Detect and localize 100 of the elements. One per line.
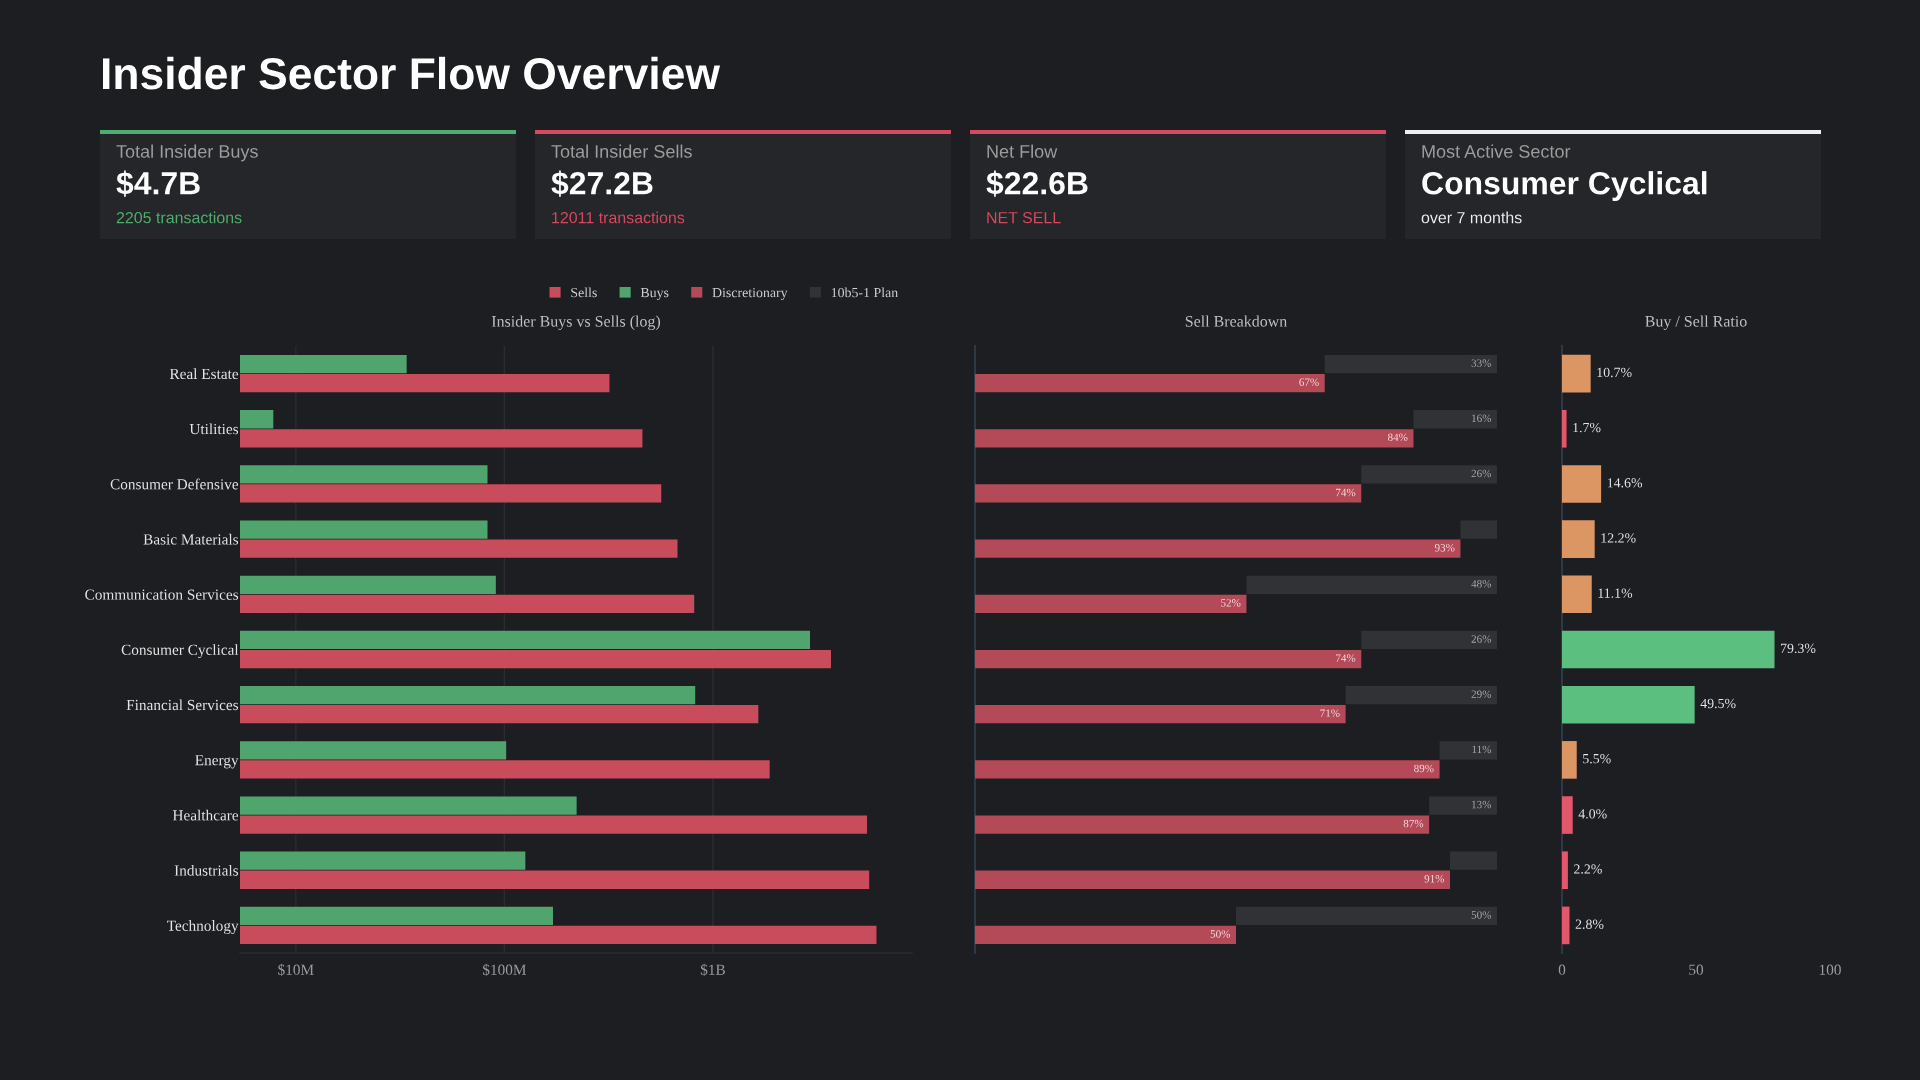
legend-label: Discretionary xyxy=(712,287,788,301)
x-tick-label: $1B xyxy=(700,963,725,976)
bar xyxy=(1562,520,1595,558)
y-tick-label: Technology xyxy=(166,920,239,935)
chart-title: Buy / Sell Ratio xyxy=(1645,315,1747,330)
x-tick-label: 0 xyxy=(1558,964,1566,975)
y-tick-label: Energy xyxy=(195,755,239,769)
chart-title: Insider Buys vs Sells (log) xyxy=(491,315,661,330)
bar xyxy=(1562,409,1567,448)
data-label: 91% xyxy=(1424,875,1445,883)
bar xyxy=(975,649,1362,669)
data-label: 84% xyxy=(1387,433,1408,442)
bar xyxy=(1246,575,1497,594)
text: Most Active Sector xyxy=(1422,144,1571,158)
data-label: 74% xyxy=(1336,654,1356,662)
bar xyxy=(1562,851,1568,890)
data-label: 71% xyxy=(1320,709,1340,718)
text: NET SELL xyxy=(987,211,1061,224)
y-tick-label: Utilities xyxy=(189,423,239,435)
text: Consumer Cyclical xyxy=(1422,171,1707,201)
bar xyxy=(975,539,1461,558)
data-label: 12.2% xyxy=(1601,533,1636,543)
bar xyxy=(975,705,1346,724)
bar xyxy=(1562,685,1695,724)
y-tick-label: Consumer Defensive xyxy=(110,478,239,490)
bar xyxy=(1562,906,1570,945)
bar xyxy=(1361,465,1497,484)
data-label: 67% xyxy=(1299,378,1319,386)
bar xyxy=(1236,906,1497,926)
data-label: 16% xyxy=(1472,414,1492,423)
text: $22.6B xyxy=(986,170,1088,197)
bar xyxy=(975,429,1414,448)
y-tick-label: Industrials xyxy=(174,864,239,876)
text: 12011 transactions xyxy=(552,211,685,224)
data-label: 10.7% xyxy=(1597,367,1632,378)
bar xyxy=(1450,851,1497,870)
legend-label: 10b5-1 Plan xyxy=(831,287,898,298)
data-label: 93% xyxy=(1434,543,1455,552)
text: Total Insider Sells xyxy=(551,144,692,158)
bar xyxy=(1345,686,1497,705)
data-label: 79.3% xyxy=(1781,643,1816,654)
data-label: 5.5% xyxy=(1583,753,1611,764)
bar xyxy=(1439,741,1497,760)
bar xyxy=(1562,741,1577,779)
data-label: 50% xyxy=(1210,930,1231,938)
bar xyxy=(1361,630,1497,650)
y-tick-label: Basic Materials xyxy=(143,533,239,545)
data-label: 14.6% xyxy=(1607,478,1643,488)
data-label: 29% xyxy=(1471,690,1492,698)
text: $27.2B xyxy=(551,170,653,197)
data-label: 52% xyxy=(1221,599,1241,607)
data-label: 26% xyxy=(1471,469,1492,478)
chart-title: Sell Breakdown xyxy=(1185,315,1287,327)
y-tick-label: Consumer Cyclical xyxy=(121,644,239,659)
text: Insider Sector Flow Overview xyxy=(102,56,721,90)
bar xyxy=(1562,796,1573,834)
x-tick-label: $100M xyxy=(482,963,527,976)
bar xyxy=(1562,630,1775,669)
bar xyxy=(975,484,1362,503)
x-tick-label: 50 xyxy=(1689,964,1704,975)
text: over 7 months xyxy=(1421,211,1522,224)
data-label: 48% xyxy=(1471,580,1492,588)
bar xyxy=(975,925,1236,945)
bar xyxy=(1460,520,1497,539)
y-tick-label: Real Estate xyxy=(169,368,239,380)
y-tick-label: Communication Services xyxy=(85,589,239,600)
bar xyxy=(1429,796,1497,815)
bar xyxy=(1562,465,1602,503)
text: 2205 transactions xyxy=(116,211,242,224)
y-tick-label: Financial Services xyxy=(126,699,239,711)
bar xyxy=(1324,354,1497,374)
data-label: 11% xyxy=(1472,745,1492,754)
data-label: 33% xyxy=(1471,359,1492,367)
text: $4.7B xyxy=(116,170,200,197)
x-tick-label: $10M xyxy=(278,963,314,976)
data-label: 13% xyxy=(1472,800,1492,809)
bar xyxy=(1413,410,1497,429)
data-label: 26% xyxy=(1471,635,1492,643)
bar xyxy=(975,594,1247,613)
legend-label: Buys xyxy=(640,288,669,301)
data-label: 89% xyxy=(1414,764,1434,773)
data-label: 87% xyxy=(1403,819,1424,828)
bar xyxy=(975,760,1440,779)
data-label: 4.0% xyxy=(1578,809,1607,819)
y-tick-label: Healthcare xyxy=(172,809,239,821)
data-label: 50% xyxy=(1471,911,1492,919)
data-label: 49.5% xyxy=(1700,698,1736,709)
data-label: 11.1% xyxy=(1598,588,1633,598)
bar xyxy=(975,870,1451,889)
bar xyxy=(1562,354,1591,393)
bar xyxy=(975,815,1430,834)
bar xyxy=(1562,575,1592,614)
data-label: 2.8% xyxy=(1575,919,1604,929)
data-label: 2.2% xyxy=(1574,864,1602,874)
bar xyxy=(975,373,1325,393)
legend-label: Sells xyxy=(571,287,597,298)
data-label: 1.7% xyxy=(1573,422,1601,433)
text: Total Insider Buys xyxy=(116,144,258,162)
text: Net Flow xyxy=(987,144,1058,158)
x-tick-label: 100 xyxy=(1819,964,1841,975)
